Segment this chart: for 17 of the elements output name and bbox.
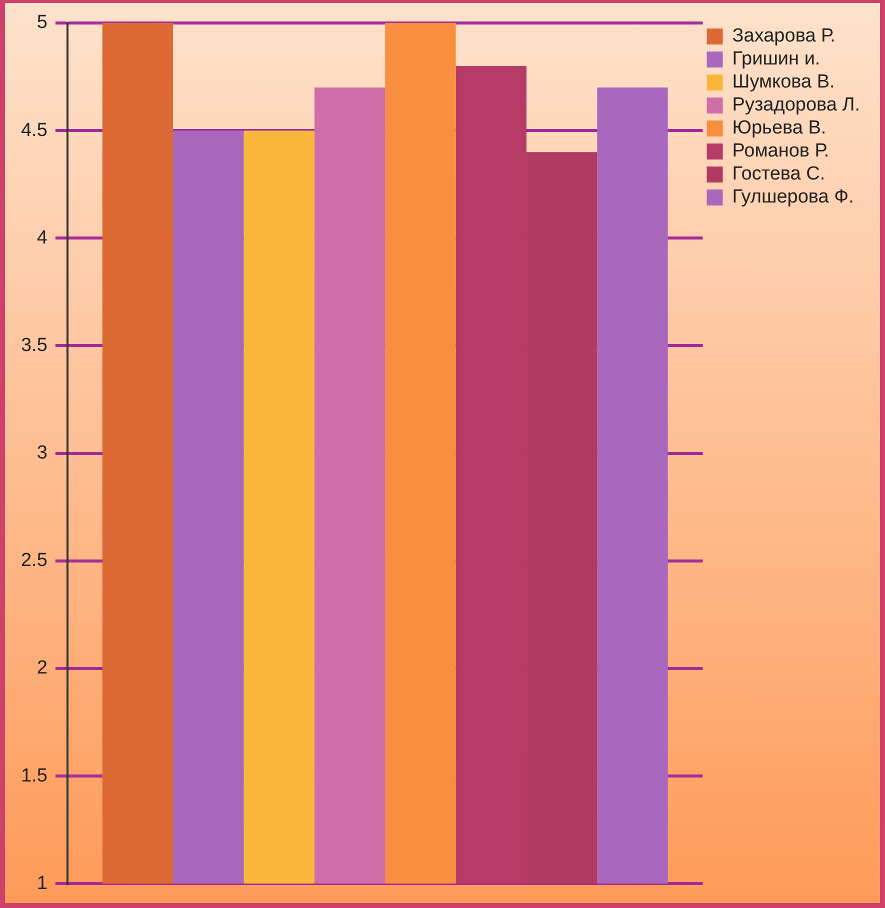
y-tick-label: 3.5 (20, 334, 48, 356)
legend-label: Гришин и. (732, 48, 820, 70)
legend-label: Юрьева В. (732, 118, 826, 139)
legend-label: Рузадорова Л. (732, 94, 860, 116)
legend-label: Романов Р. (732, 140, 830, 162)
y-tick-label: 3 (36, 442, 48, 464)
y-tick-label: 2.5 (20, 550, 48, 572)
y-tick-label: 1 (36, 872, 48, 894)
y-tick-label: 2 (36, 658, 48, 679)
legend-label: Гулшерова Ф. (732, 186, 854, 208)
legend-label: Захарова Р. (732, 26, 836, 47)
y-tick-label: 4.5 (20, 120, 48, 141)
y-tick-label: 1.5 (20, 765, 48, 786)
y-tick-label: 4 (36, 227, 48, 248)
legend-label: Гостева С. (732, 164, 826, 185)
legend-label: Шумкова В. (732, 72, 835, 93)
y-tick-label: 5 (36, 12, 48, 34)
